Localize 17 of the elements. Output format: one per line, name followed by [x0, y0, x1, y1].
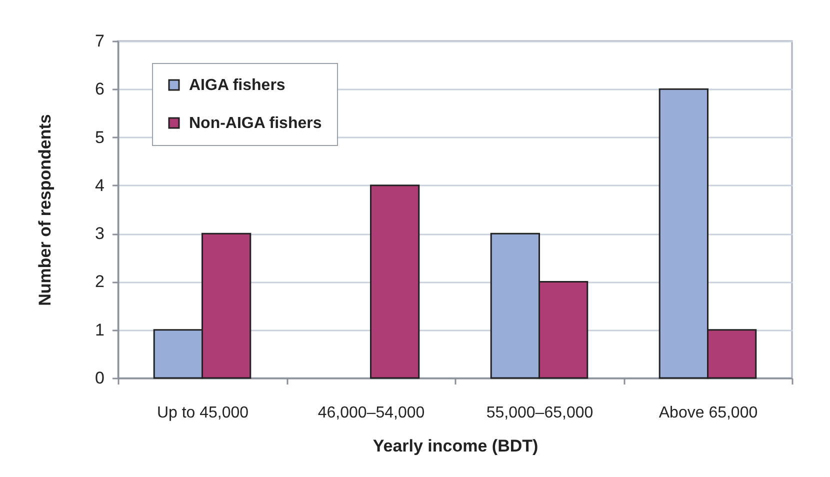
- y-tick-label: 4: [95, 176, 104, 195]
- x-axis-title: Yearly income (BDT): [372, 436, 538, 456]
- x-tick-label: Up to 45,000: [156, 404, 249, 422]
- y-tick-label: 6: [95, 80, 104, 99]
- x-tick-label: Above 65,000: [658, 404, 758, 422]
- y-tick-label: 2: [95, 272, 104, 292]
- y-tick-label: 5: [95, 128, 104, 147]
- legend-label: Non-AIGA fishers: [189, 115, 322, 132]
- y-tick-label: 3: [95, 224, 104, 244]
- bar: [370, 184, 420, 379]
- x-tick-label: 55,000–65,000: [486, 404, 594, 422]
- legend-label: AIGA fishers: [189, 77, 286, 94]
- y-axis-title: Number of respondents: [36, 114, 54, 306]
- y-tick-label: 1: [95, 320, 104, 340]
- x-tick-label: 46,000–54,000: [318, 404, 425, 422]
- y-tick-label: 0: [95, 368, 104, 388]
- y-tick-label: 7: [95, 32, 104, 50]
